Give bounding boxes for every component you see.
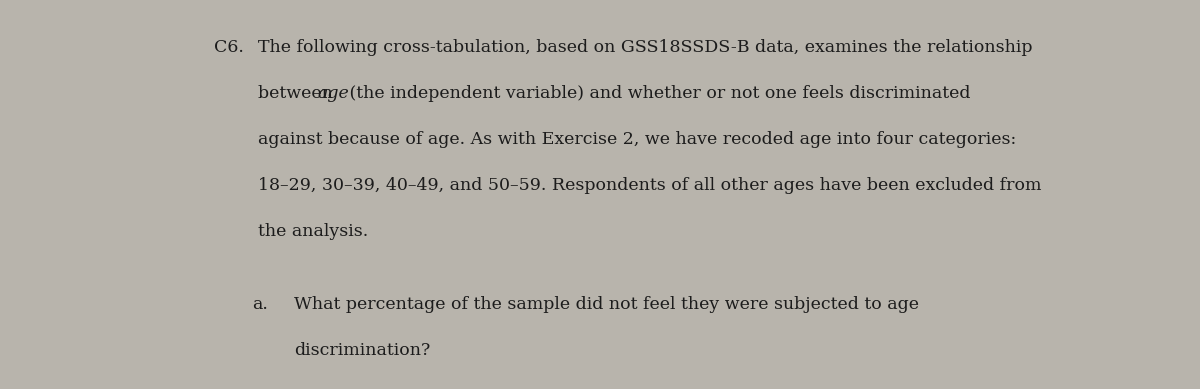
Text: C6.: C6. <box>214 39 244 56</box>
Text: against because of age. As with Exercise 2, we have recoded age into four catego: against because of age. As with Exercise… <box>258 131 1016 148</box>
Text: between: between <box>258 85 338 102</box>
Text: discrimination?: discrimination? <box>294 342 431 359</box>
Text: age: age <box>318 85 349 102</box>
Text: The following cross-tabulation, based on GSS18SSDS-B data, examines the relation: The following cross-tabulation, based on… <box>258 39 1032 56</box>
Text: What percentage of the sample did not feel they were subjected to age: What percentage of the sample did not fe… <box>294 296 919 313</box>
Text: 18–29, 30–39, 40–49, and 50–59. Respondents of all other ages have been excluded: 18–29, 30–39, 40–49, and 50–59. Responde… <box>258 177 1042 194</box>
Text: (the independent variable) and whether or not one feels discriminated: (the independent variable) and whether o… <box>344 85 971 102</box>
Text: the analysis.: the analysis. <box>258 223 368 240</box>
Text: a.: a. <box>252 296 268 313</box>
